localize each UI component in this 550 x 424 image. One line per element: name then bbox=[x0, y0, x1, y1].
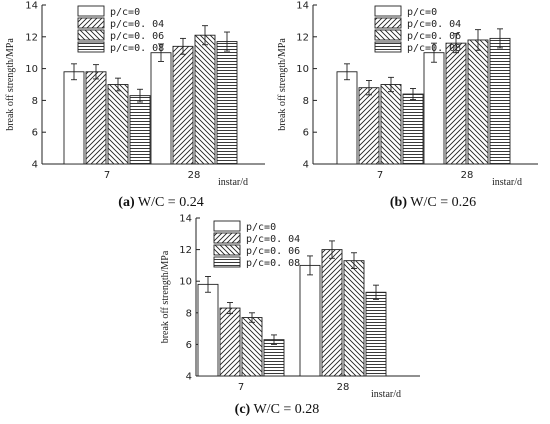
y-tick-label: 6 bbox=[303, 128, 309, 139]
legend-label: p/c=0 bbox=[110, 7, 140, 18]
legend-swatch bbox=[77, 29, 105, 41]
caption-letter: (b) bbox=[390, 195, 407, 210]
caption-text: W/C = 0.26 bbox=[407, 195, 476, 210]
y-tick-label: 10 bbox=[296, 64, 309, 75]
legend-label: p/c=0. 08 bbox=[246, 258, 300, 269]
x-tick-label: 7 bbox=[377, 170, 383, 181]
legend-label: p/c=0. 06 bbox=[110, 31, 164, 42]
bar-pc0-day7 bbox=[197, 283, 219, 377]
bar-pc008-day28 bbox=[365, 291, 387, 377]
caption-text: W/C = 0.28 bbox=[250, 402, 319, 417]
legend-swatch bbox=[213, 232, 241, 244]
y-axis-label: break off strength/MPa bbox=[277, 38, 288, 131]
y-tick-label: 12 bbox=[296, 32, 309, 43]
caption-letter: (a) bbox=[118, 195, 135, 210]
legend-label: p/c=0. 08 bbox=[110, 43, 164, 54]
y-tick-label: 12 bbox=[25, 32, 38, 43]
caption-letter: (c) bbox=[235, 402, 251, 417]
bar-pc006-day28 bbox=[343, 260, 365, 377]
legend-swatch bbox=[77, 5, 105, 17]
legend-label: p/c=0. 04 bbox=[110, 19, 164, 30]
legend-label: p/c=0. 04 bbox=[407, 19, 461, 30]
legend-swatch bbox=[77, 17, 105, 29]
bar-pc0-day28 bbox=[150, 52, 172, 165]
y-tick-label: 6 bbox=[32, 128, 38, 139]
legend-label: p/c=0. 08 bbox=[407, 43, 461, 54]
legend-label: p/c=0. 06 bbox=[246, 246, 300, 257]
bar-pc006-day28 bbox=[194, 34, 216, 165]
y-tick-label: 10 bbox=[179, 277, 192, 288]
bar-pc004-day28 bbox=[321, 249, 343, 377]
bar-pc008-day7 bbox=[402, 93, 424, 165]
legend-swatch bbox=[374, 41, 402, 53]
legend-swatch bbox=[213, 220, 241, 232]
legend-swatch bbox=[213, 256, 241, 268]
bar-pc006-day7 bbox=[241, 317, 263, 377]
caption-text: W/C = 0.24 bbox=[135, 195, 204, 210]
y-tick-label: 14 bbox=[296, 1, 309, 12]
panel-caption: (b) W/C = 0.26 bbox=[390, 195, 476, 210]
y-tick-label: 10 bbox=[25, 64, 38, 75]
x-axis-label: instar/d bbox=[218, 177, 248, 188]
y-tick-label: 12 bbox=[179, 245, 192, 256]
bar-pc006-day7 bbox=[107, 84, 129, 165]
legend-label: p/c=0 bbox=[407, 7, 437, 18]
bar-pc004-day28 bbox=[172, 45, 194, 165]
chart-panel-2: 4 6 8 10 12 14 break off strength/MPa 7 28 instar… bbox=[277, 1, 538, 210]
legend-label: p/c=0 bbox=[246, 222, 276, 233]
bar-pc006-day7 bbox=[380, 84, 402, 165]
x-axis-label: instar/d bbox=[492, 177, 522, 188]
x-tick-label: 28 bbox=[461, 170, 474, 181]
legend-label: p/c=0. 06 bbox=[407, 31, 461, 42]
x-tick-label: 28 bbox=[337, 382, 350, 393]
legend-swatch bbox=[374, 29, 402, 41]
bar-pc004-day7 bbox=[358, 87, 380, 165]
y-tick-label: 8 bbox=[186, 308, 192, 319]
chart-panel-3: 4 6 8 10 12 14 break off strength/MPa 7 28 instar… bbox=[160, 214, 420, 417]
bar-pc0-day28 bbox=[299, 264, 321, 377]
y-tick-label: 4 bbox=[303, 160, 309, 171]
legend-swatch bbox=[374, 5, 402, 17]
bar-pc004-day7 bbox=[219, 307, 241, 377]
legend-label: p/c=0. 04 bbox=[246, 234, 300, 245]
legend-swatch bbox=[213, 244, 241, 256]
bar-pc008-day7 bbox=[263, 339, 285, 377]
x-axis-label: instar/d bbox=[371, 389, 401, 400]
panel-caption: (c) W/C = 0.28 bbox=[235, 402, 320, 417]
x-tick-label: 7 bbox=[238, 382, 244, 393]
chart-panel-1: 4 6 8 10 12 14 break off strength/MPa 7 28 instar… bbox=[5, 1, 265, 210]
y-tick-label: 14 bbox=[179, 214, 192, 225]
bar-pc0-day7 bbox=[336, 71, 358, 165]
y-tick-label: 6 bbox=[186, 340, 192, 351]
panel-caption: (a) W/C = 0.24 bbox=[118, 195, 203, 210]
y-tick-label: 14 bbox=[25, 1, 38, 12]
bar-pc008-day28 bbox=[216, 41, 238, 165]
bar-pc008-day7 bbox=[129, 95, 151, 165]
y-tick-label: 4 bbox=[32, 160, 38, 171]
y-axis-label: break off strength/MPa bbox=[160, 250, 171, 343]
legend-swatch bbox=[77, 41, 105, 53]
bar-pc004-day7 bbox=[85, 71, 107, 165]
bar-pc0-day28 bbox=[423, 52, 445, 165]
bar-pc004-day28 bbox=[445, 42, 467, 165]
y-tick-label: 8 bbox=[32, 96, 38, 107]
bar-pc008-day28 bbox=[489, 37, 511, 165]
x-tick-label: 7 bbox=[104, 170, 110, 181]
bar-pc006-day28 bbox=[467, 39, 489, 165]
y-tick-label: 8 bbox=[303, 96, 309, 107]
y-axis-label: break off strength/MPa bbox=[5, 38, 16, 131]
legend-swatch bbox=[374, 17, 402, 29]
bar-pc0-day7 bbox=[63, 71, 85, 165]
y-tick-label: 4 bbox=[186, 372, 192, 383]
x-tick-label: 28 bbox=[188, 170, 201, 181]
